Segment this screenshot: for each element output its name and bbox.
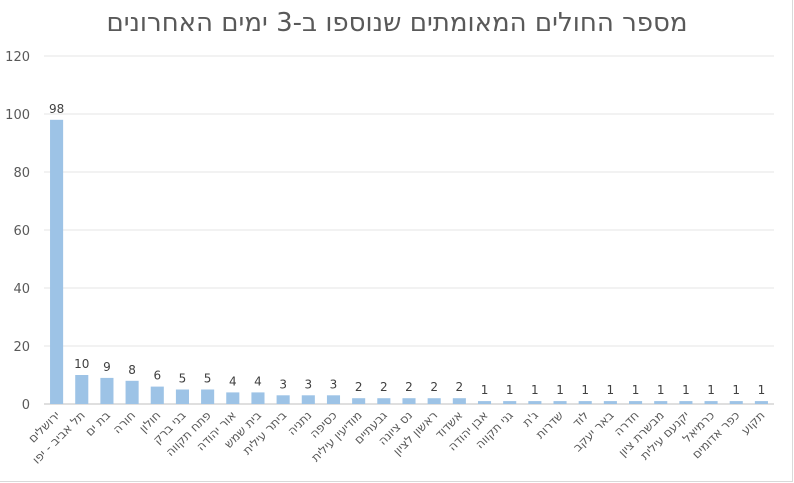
y-tick-label: 20 <box>13 340 30 355</box>
data-label: 1 <box>682 383 690 397</box>
data-label: 2 <box>456 380 464 394</box>
chart-title: מספר החולים המאומתים שנוספו ב-3 ימים האח… <box>106 8 688 38</box>
bar <box>50 119 64 405</box>
bar <box>276 395 290 404</box>
y-tick-label: 120 <box>5 50 30 65</box>
data-label: 2 <box>355 380 363 394</box>
data-label: 4 <box>229 374 237 388</box>
data-label: 8 <box>128 363 136 377</box>
bar <box>352 398 366 404</box>
x-tick-label: חורה <box>110 408 138 436</box>
data-label: 2 <box>405 380 413 394</box>
data-label: 3 <box>330 377 338 391</box>
data-label: 1 <box>657 383 665 397</box>
data-label: 5 <box>179 372 187 386</box>
bar <box>427 398 441 404</box>
bar <box>553 401 567 404</box>
x-tick-label: בת ים <box>82 408 113 439</box>
y-tick-label: 0 <box>22 398 30 413</box>
data-label: 1 <box>732 383 740 397</box>
data-label: 1 <box>556 383 564 397</box>
bar <box>377 398 391 404</box>
bar <box>251 392 265 404</box>
bar <box>603 401 617 404</box>
bar <box>150 386 164 404</box>
bar <box>125 380 139 404</box>
data-label: 3 <box>304 377 312 391</box>
bar <box>629 401 643 404</box>
data-label: 1 <box>632 383 640 397</box>
data-label: 1 <box>581 383 589 397</box>
bar <box>301 395 315 404</box>
y-tick-label: 60 <box>13 224 30 239</box>
data-label: 1 <box>481 383 489 397</box>
data-label: 2 <box>380 380 388 394</box>
data-label: 9 <box>103 360 111 374</box>
data-label: 1 <box>531 383 539 397</box>
bar <box>100 377 114 404</box>
bar <box>528 401 542 404</box>
bar <box>326 395 341 404</box>
data-label: 6 <box>153 369 161 383</box>
x-tick-label: שדרות <box>533 408 566 441</box>
data-label: 2 <box>430 380 438 394</box>
bar <box>503 401 517 404</box>
bar <box>75 375 89 404</box>
bar <box>201 389 215 404</box>
data-label: 1 <box>506 383 514 397</box>
y-tick-label: 40 <box>13 282 30 297</box>
bar <box>226 392 240 404</box>
bar <box>729 401 743 404</box>
data-label: 4 <box>254 374 262 388</box>
bar <box>679 401 693 404</box>
bar <box>477 401 492 404</box>
bar <box>452 398 466 404</box>
data-label: 1 <box>607 383 615 397</box>
data-label: 3 <box>279 377 287 391</box>
bar <box>754 401 768 404</box>
bar <box>654 401 668 404</box>
data-label: 98 <box>49 102 64 116</box>
data-label: 5 <box>204 372 212 386</box>
bar <box>578 401 592 404</box>
data-label: 1 <box>758 383 766 397</box>
y-tick-label: 100 <box>5 108 30 123</box>
data-label: 1 <box>707 383 715 397</box>
x-tick-label: תקוע <box>738 408 767 437</box>
bar <box>704 401 718 404</box>
data-label: 10 <box>74 357 89 371</box>
y-tick-label: 80 <box>13 166 30 181</box>
bar <box>402 398 416 404</box>
bar <box>175 389 189 404</box>
